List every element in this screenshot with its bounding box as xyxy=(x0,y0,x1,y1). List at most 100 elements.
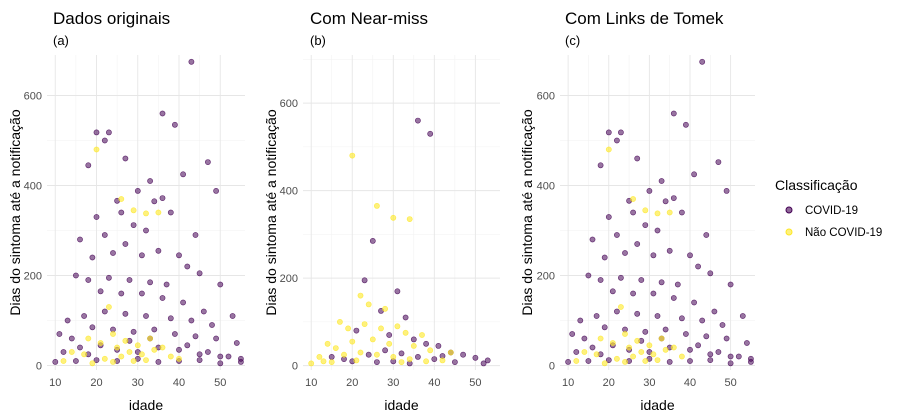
data-point-covid xyxy=(719,322,726,328)
data-point-nao-covid xyxy=(642,358,649,364)
data-point-covid xyxy=(204,159,211,165)
data-point-covid xyxy=(122,241,129,247)
data-point-covid xyxy=(605,129,612,136)
data-point-covid xyxy=(143,227,149,234)
data-point-covid xyxy=(427,130,434,137)
data-point-covid xyxy=(209,322,215,328)
data-point-covid xyxy=(662,326,669,333)
data-point-covid xyxy=(151,326,158,333)
data-point-covid xyxy=(630,290,636,297)
data-point-covid xyxy=(707,351,714,358)
x-tick-label: 20 xyxy=(603,377,615,389)
panel-3: 10 20 30 40 50 0 200 400 600 Com Links de Tomek (c… xyxy=(519,9,755,413)
data-point-nao-covid xyxy=(622,358,628,365)
data-point-covid xyxy=(727,360,734,367)
data-point-covid xyxy=(138,252,145,259)
data-point-covid xyxy=(593,313,600,319)
data-point-covid xyxy=(217,281,224,288)
data-point-covid xyxy=(353,327,360,334)
data-point-covid xyxy=(77,236,83,243)
data-point-nao-covid xyxy=(85,335,92,342)
data-point-covid xyxy=(435,342,442,349)
x-tick-label: 30 xyxy=(643,377,655,389)
data-point-nao-covid xyxy=(622,331,628,337)
data-point-covid xyxy=(155,247,162,254)
x-tick-label: 50 xyxy=(214,377,226,389)
data-point-covid xyxy=(614,137,620,144)
data-point-nao-covid xyxy=(365,301,372,308)
data-point-nao-covid xyxy=(349,338,356,345)
data-point-nao-covid xyxy=(324,340,331,347)
data-point-covid xyxy=(699,317,706,324)
data-point-covid xyxy=(577,317,584,324)
x-tick-label: 10 xyxy=(305,377,317,389)
data-point-covid xyxy=(674,281,681,288)
y-axis-label: Dias do sintoma até a notificação xyxy=(519,109,535,315)
data-point-covid xyxy=(143,313,149,319)
data-point-covid xyxy=(176,252,182,259)
data-point-covid xyxy=(402,314,409,321)
data-point-nao-covid xyxy=(167,353,174,360)
data-point-covid xyxy=(130,328,137,335)
data-point-covid xyxy=(126,277,133,283)
data-point-nao-covid xyxy=(406,356,413,362)
data-point-covid xyxy=(634,155,641,162)
x-tick-label: 10 xyxy=(562,377,574,389)
data-point-covid xyxy=(744,340,750,346)
data-point-covid xyxy=(85,162,92,169)
data-point-nao-covid xyxy=(89,360,96,367)
data-point-nao-covid xyxy=(81,351,87,358)
data-point-covid xyxy=(735,353,742,360)
data-point-nao-covid xyxy=(419,332,425,338)
data-point-covid xyxy=(480,360,487,367)
data-point-covid xyxy=(670,110,677,117)
data-point-covid xyxy=(118,290,125,297)
data-point-nao-covid xyxy=(439,357,446,364)
data-point-covid xyxy=(60,349,67,355)
data-point-nao-covid xyxy=(654,357,661,363)
legend-title: Classificação xyxy=(775,177,858,193)
data-point-covid xyxy=(192,232,199,238)
data-point-nao-covid xyxy=(427,347,434,354)
data-point-covid xyxy=(110,250,116,256)
data-point-nao-covid xyxy=(68,349,75,355)
data-point-nao-covid xyxy=(382,305,388,312)
data-point-covid xyxy=(93,214,100,220)
data-point-nao-covid xyxy=(60,358,67,364)
x-tick-label: 10 xyxy=(49,377,61,389)
data-point-nao-covid xyxy=(605,146,612,153)
y-tick-label: 200 xyxy=(24,271,42,283)
data-point-covid xyxy=(85,277,92,283)
x-tick-label: 30 xyxy=(132,377,144,389)
data-point-nao-covid xyxy=(353,357,360,364)
data-point-covid xyxy=(703,333,710,340)
data-point-nao-covid xyxy=(361,321,368,327)
y-axis-label: Dias do sintoma até a notificação xyxy=(263,109,279,315)
data-point-covid xyxy=(658,279,665,286)
data-point-nao-covid xyxy=(110,331,116,337)
y-tick-label: 0 xyxy=(36,361,42,373)
data-point-covid xyxy=(431,356,438,362)
data-point-covid xyxy=(184,263,191,270)
data-point-covid xyxy=(707,270,714,277)
x-tick-label: 40 xyxy=(684,377,696,389)
data-point-covid xyxy=(614,308,620,315)
data-point-covid xyxy=(93,129,100,136)
data-point-covid xyxy=(196,351,203,358)
panel-2: 10 20 30 40 50 0 200 400 600 Com Near-miss (b) idad… xyxy=(263,9,500,413)
data-point-nao-covid xyxy=(630,353,636,360)
data-point-covid xyxy=(180,299,186,306)
data-point-covid xyxy=(159,195,166,201)
data-point-covid xyxy=(683,331,689,337)
data-point-nao-covid xyxy=(658,335,665,342)
data-point-covid xyxy=(654,313,661,319)
data-point-nao-covid xyxy=(336,318,343,325)
data-point-covid xyxy=(196,270,203,277)
data-point-covid xyxy=(217,360,224,367)
data-point-covid xyxy=(597,162,604,169)
data-point-covid xyxy=(122,310,129,317)
data-point-covid xyxy=(581,335,588,342)
data-point-covid xyxy=(634,241,641,247)
panel-subtitle: (a) xyxy=(53,33,69,48)
